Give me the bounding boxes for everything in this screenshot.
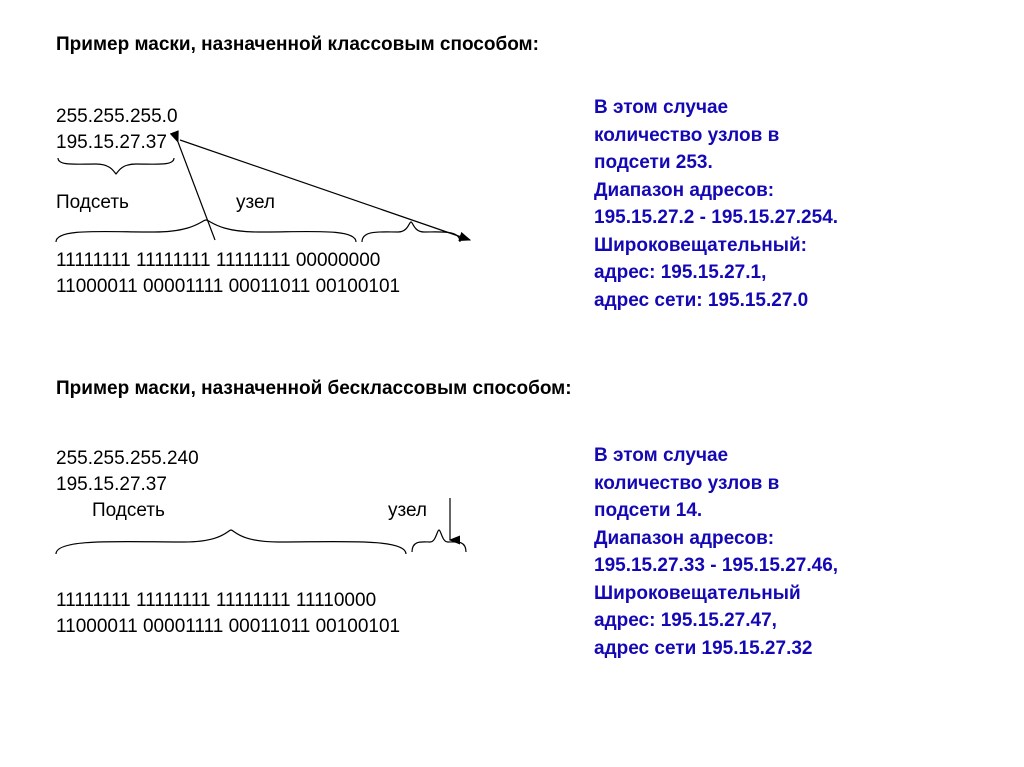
- section1-info: В этом случае количество узлов в подсети…: [594, 94, 838, 314]
- section2-ip: 195.15.27.37: [56, 474, 167, 496]
- info2-l1: В этом случае: [594, 445, 728, 466]
- info1-l8: адрес сети: 195.15.27.0: [594, 290, 808, 311]
- info1-l3: подсети 253.: [594, 152, 713, 173]
- info1-l4: Диапазон адресов:: [594, 180, 774, 201]
- section2-mask-bin: 11111111 11111111 11111111 11110000: [56, 590, 376, 612]
- info2-l5: 195.15.27.33 - 195.15.27.46,: [594, 555, 838, 576]
- info2-l2: количество узлов в: [594, 473, 779, 494]
- section2-ip-bin: 11000011 00001111 00011011 00100101: [56, 616, 400, 638]
- info1-l6: Широковещательный:: [594, 235, 807, 256]
- section1-ip: 195.15.27.37: [56, 132, 167, 154]
- info1-l2: количество узлов в: [594, 125, 779, 146]
- section2-heading: Пример маски, назначенной бесклассовым с…: [56, 378, 572, 400]
- info1-l7: адрес: 195.15.27.1,: [594, 262, 766, 283]
- section2-mask: 255.255.255.240: [56, 448, 199, 470]
- section2-info: В этом случае количество узлов в подсети…: [594, 442, 838, 662]
- arrow-node-down: [440, 496, 460, 552]
- section1-heading: Пример маски, назначенной классовым спос…: [56, 34, 539, 56]
- info2-l6: Широковещательный: [594, 583, 801, 604]
- info1-l5: 195.15.27.2 - 195.15.27.254.: [594, 207, 838, 228]
- info1-l1: В этом случае: [594, 97, 728, 118]
- arrow-ip-to-subnet: [170, 130, 230, 260]
- info2-l4: Диапазон адресов:: [594, 528, 774, 549]
- info2-l8: адрес сети 195.15.27.32: [594, 638, 812, 659]
- section1-ip-bin: 11000011 00001111 00011011 00100101: [56, 276, 400, 298]
- section1-subnet-label: Подсеть: [56, 192, 129, 214]
- info2-l7: адрес: 195.15.27.47,: [594, 610, 777, 631]
- brace-subnet-2: [54, 528, 408, 558]
- section2-node-label: узел: [388, 500, 427, 522]
- info2-l3: подсети 14.: [594, 500, 702, 521]
- brace-small-1: [56, 156, 176, 176]
- section2-subnet-label: Подсеть: [92, 500, 165, 522]
- section1-mask: 255.255.255.0: [56, 106, 178, 128]
